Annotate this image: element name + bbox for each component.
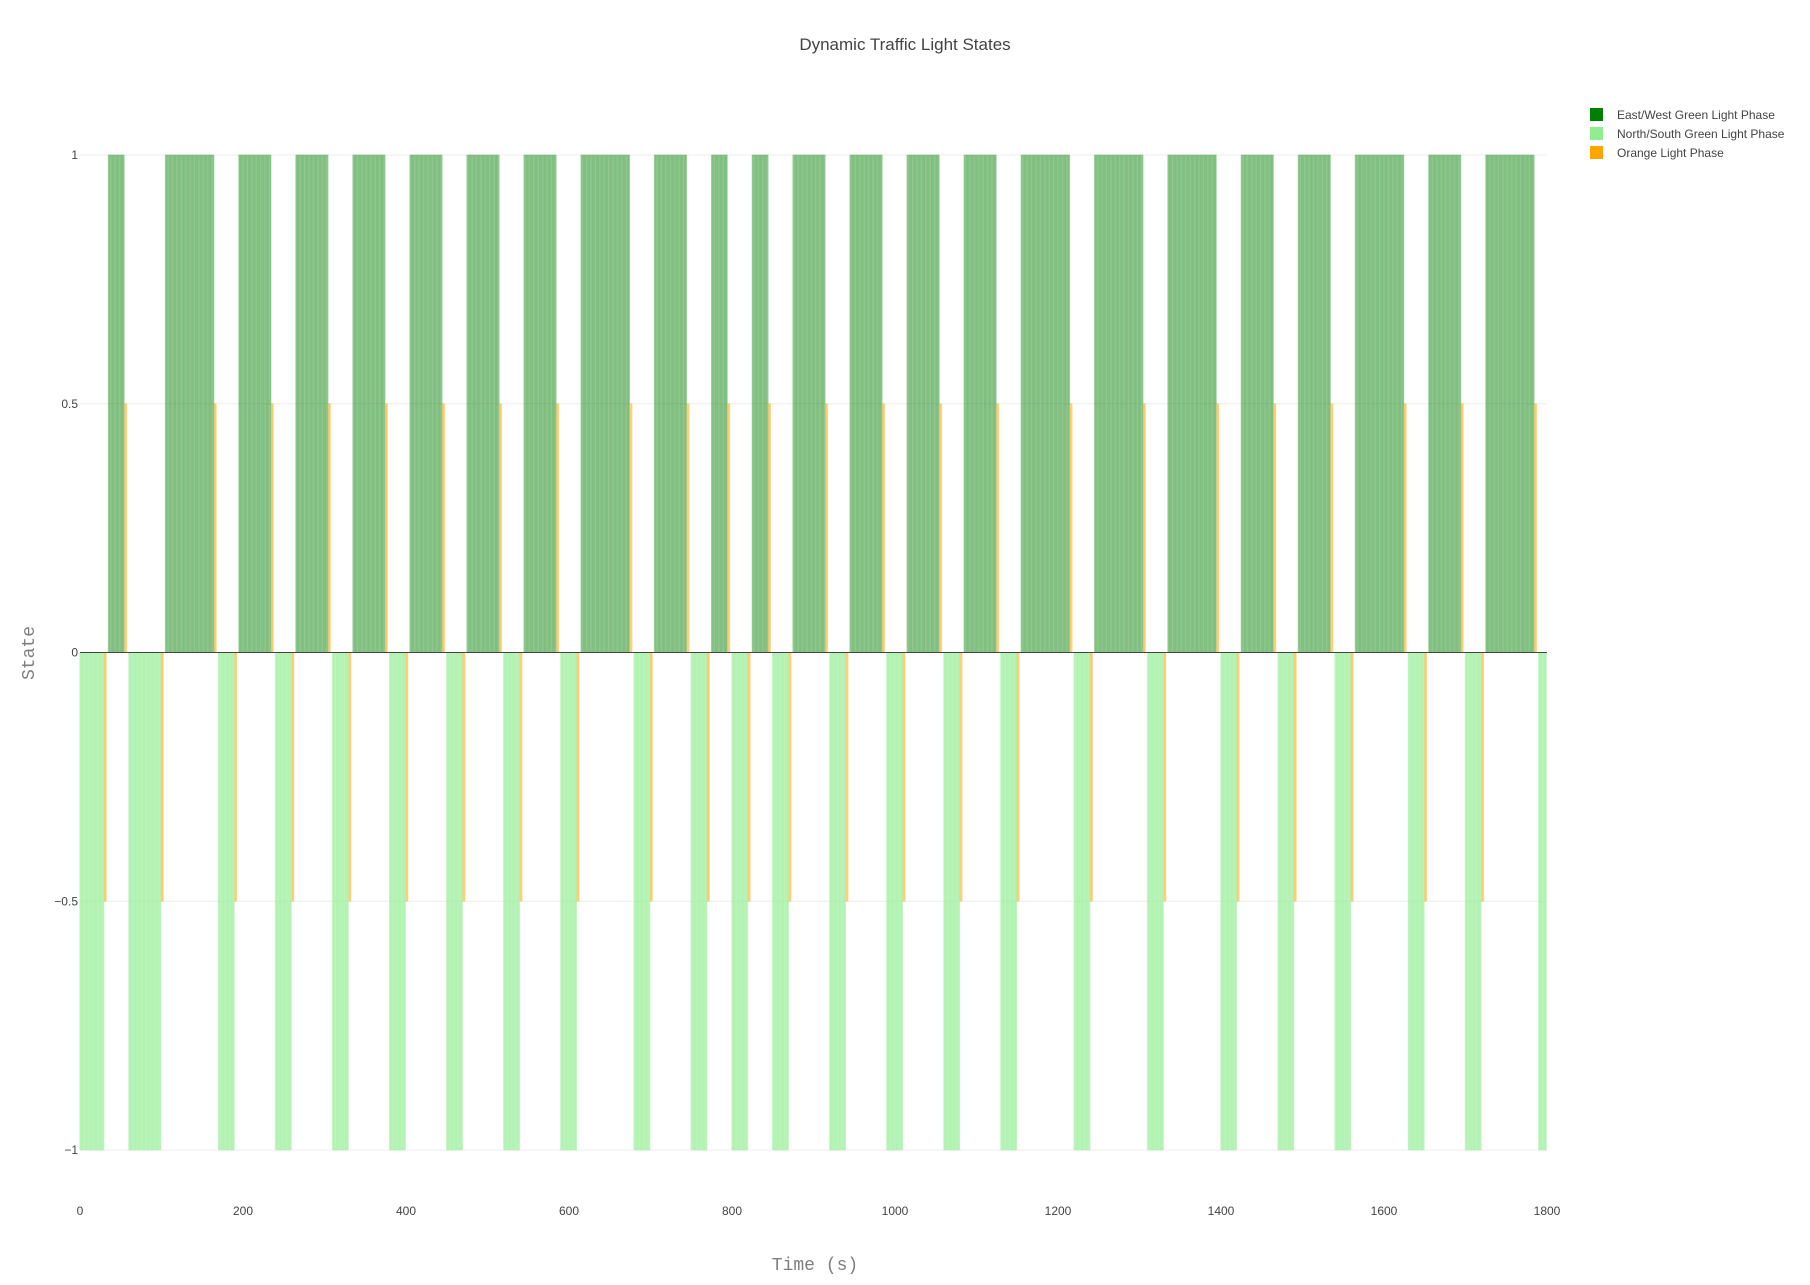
legend-item[interactable]: North/South Green Light Phase [1590,127,1785,141]
orange-bar [386,403,388,653]
orange-bar [463,652,466,902]
x-tick-label: 1000 [882,1204,909,1218]
x-tick-label: 600 [559,1204,579,1218]
orange-bar [651,652,653,902]
chart-title: Dynamic Traffic Light States [799,35,1010,54]
ns-green-bar [1545,652,1547,1151]
orange-bar [215,403,217,653]
orange-bar [1071,403,1073,653]
y-tick-label: −1 [64,1143,78,1157]
orange-bar [1217,403,1220,653]
orange-bar [1238,652,1240,902]
orange-bar [521,652,523,902]
orange-bar [688,403,690,653]
orange-bar [631,403,633,653]
orange-bar [500,403,503,653]
legend-item[interactable]: Orange Light Phase [1590,146,1724,160]
orange-bar [1405,403,1407,653]
legend: East/West Green Light Phase North/South … [1590,108,1785,160]
orange-bar [235,652,238,902]
y-axis-title: State [20,626,40,680]
orange-bar [728,403,731,653]
orange-bar [1425,652,1428,902]
orange-bar [1352,652,1354,902]
orange-bar [162,652,164,902]
x-tick-label: 1400 [1208,1204,1235,1218]
orange-bar [578,652,580,902]
legend-label-north-south: North/South Green Light Phase [1617,127,1785,141]
orange-bar [443,403,446,653]
orange-bar [105,652,107,902]
x-tick-label: 1600 [1371,1204,1398,1218]
x-tick-label: 1800 [1534,1204,1561,1218]
orange-bar [272,403,274,653]
y-axis-ticks: 1 0.5 0 −0.5 −1 [54,148,78,1157]
y-tick-label: 1 [71,148,78,162]
orange-bar [349,652,352,902]
orange-bar [961,652,963,902]
y-tick-label: 0 [71,646,78,660]
orange-bar [406,652,409,902]
x-axis-title: Time (s) [772,1256,858,1276]
legend-label-orange: Orange Light Phase [1617,146,1724,160]
orange-bar [769,403,772,653]
legend-swatch-east-west [1590,108,1603,121]
x-axis-ticks: 0 200 400 600 800 1000 1200 1400 1600 1800 [77,1204,1561,1218]
legend-swatch-orange [1590,146,1603,159]
y-tick-label: 0.5 [61,397,78,411]
orange-bar [1164,652,1167,902]
orange-bar [1144,403,1146,653]
orange-bar [826,403,829,653]
y-tick-label: −0.5 [54,894,78,908]
orange-bar [940,403,943,653]
orange-bar [883,403,886,653]
orange-bar [847,652,849,902]
orange-bar [1274,403,1277,653]
orange-bar [1091,652,1093,902]
orange-bar [997,403,1000,653]
x-tick-label: 0 [77,1204,84,1218]
orange-bar [292,652,295,902]
legend-swatch-north-south [1590,127,1603,140]
legend-label-east-west: East/West Green Light Phase [1617,108,1775,122]
orange-bar [1295,652,1297,902]
orange-bar [789,652,792,902]
orange-bar [1535,403,1538,653]
orange-bar [125,403,128,653]
x-tick-label: 400 [396,1204,416,1218]
orange-bar [1482,652,1485,902]
x-tick-label: 1200 [1045,1204,1072,1218]
orange-bar [1018,652,1020,902]
x-tick-label: 200 [233,1204,253,1218]
x-tick-label: 800 [722,1204,742,1218]
orange-bar [557,403,560,653]
orange-bar [749,652,751,902]
orange-bar [708,652,710,902]
orange-bar [1462,403,1464,653]
gridlines [80,154,1547,1151]
orange-bar [904,652,906,902]
legend-item[interactable]: East/West Green Light Phase [1590,108,1775,122]
orange-bar [1331,403,1334,653]
orange-bar [329,403,331,653]
